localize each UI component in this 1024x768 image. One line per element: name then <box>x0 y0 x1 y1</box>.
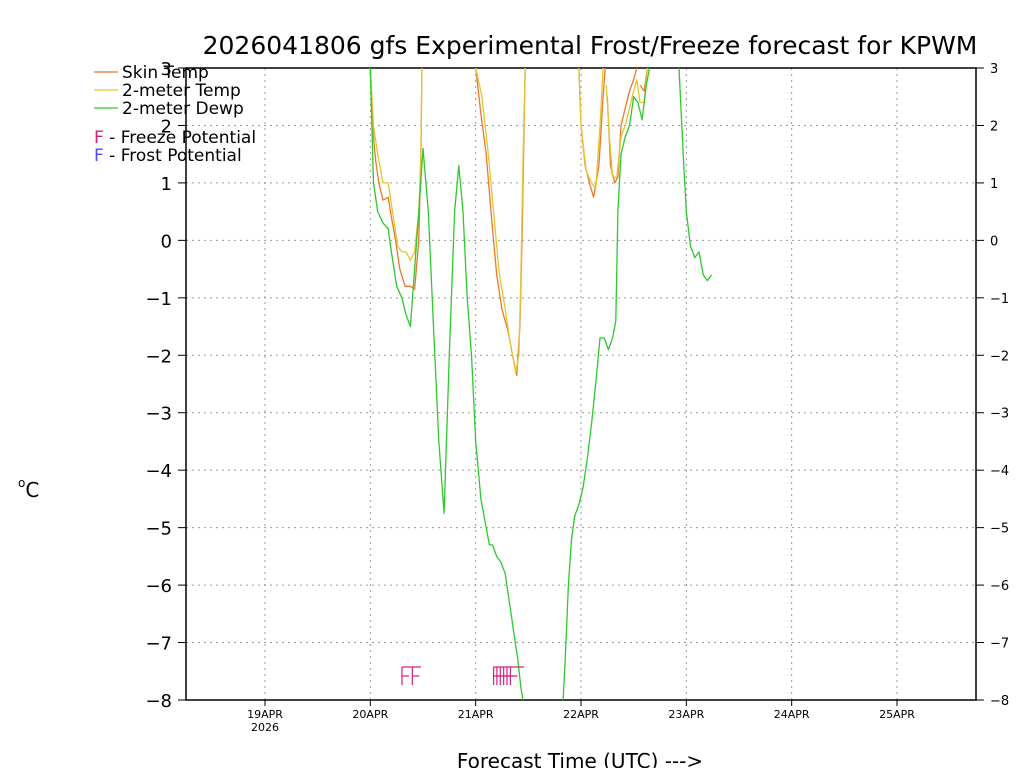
chart-title: 2026041806 gfs Experimental Frost/Freeze… <box>203 31 978 60</box>
y-tick-label: 0 <box>161 231 172 252</box>
y-tick-label: −8 <box>145 691 172 712</box>
flag-legend-label: - Freeze Potential <box>104 128 256 148</box>
y-tick-label-right: −7 <box>990 637 1009 652</box>
series-2-meter-temp <box>369 67 649 374</box>
flag-legend-symbol: F <box>94 128 104 148</box>
series-line-2-meter-temp <box>578 67 604 190</box>
x-tick-label: 23APR <box>668 708 704 721</box>
y-tick-label-right: −8 <box>990 694 1009 709</box>
flag-legend-entry: F - Frost Potential <box>94 146 242 166</box>
freeze-flag-group <box>401 666 421 686</box>
series-line-skin-temp <box>578 67 606 198</box>
freeze-flag-group <box>492 666 525 686</box>
series-line-2-meter-dewp <box>562 67 651 701</box>
series-line-2-meter-temp <box>605 67 649 178</box>
legend-label: Skin Temp <box>122 63 209 83</box>
y-axis: −8 −8 −7 −7 −6 −6 −5 −5 −4 −4 −3 −3 −2 −2 −1 −1 0 0 1 1 2 2 3 3 <box>145 59 1009 712</box>
series-line-skin-temp <box>475 67 526 377</box>
series-line-2-meter-temp <box>475 67 526 374</box>
y-tick-label: −1 <box>145 289 172 310</box>
x-tick-label: 25APR <box>879 708 915 721</box>
series-line-2-meter-dewp <box>369 67 524 701</box>
flag-legend-symbol: F <box>94 146 104 166</box>
y-tick-label-right: −5 <box>990 522 1009 537</box>
plot-frame <box>185 67 977 701</box>
y-axis-label: oC <box>18 476 39 502</box>
y-tick-label-right: 2 <box>990 119 998 134</box>
y-tick-label-right: −4 <box>990 464 1009 479</box>
y-axis-label-unit: C <box>25 478 39 502</box>
x-tick-label: 19APR <box>247 708 283 721</box>
x-tick-label: 24APR <box>774 708 810 721</box>
y-axis-label-degree: o <box>18 476 25 490</box>
flag-legend-entry: F - Freeze Potential <box>94 128 256 148</box>
series-line-skin-temp <box>369 67 423 290</box>
y-tick-label-right: 3 <box>990 62 998 77</box>
series-2-meter-dewp <box>369 67 713 701</box>
flag-legend-label: - Frost Potential <box>104 146 242 166</box>
y-tick-label-right: −2 <box>990 349 1009 364</box>
x-tick-label: 20APR <box>352 708 388 721</box>
legend-label: 2-meter Temp <box>122 81 241 101</box>
y-tick-label: −3 <box>145 404 172 425</box>
y-tick-label-right: −3 <box>990 407 1009 422</box>
y-tick-label: −7 <box>145 634 172 655</box>
y-tick-label: −5 <box>145 519 172 540</box>
y-tick-label: 1 <box>161 174 172 195</box>
y-tick-label-right: −6 <box>990 579 1009 594</box>
series-line-2-meter-temp <box>369 67 423 262</box>
grid <box>186 68 976 700</box>
y-tick-label-right: 0 <box>990 234 998 249</box>
legend-label: 2-meter Dewp <box>122 99 244 119</box>
y-tick-label: 2 <box>161 116 172 137</box>
series-line-2-meter-dewp <box>678 67 713 282</box>
y-tick-label: −6 <box>145 576 172 597</box>
x-axis-label: Forecast Time (UTC) ---> <box>457 749 703 768</box>
y-tick-label: 3 <box>161 59 172 80</box>
freeze-flags <box>401 666 525 686</box>
y-tick-label-right: −1 <box>990 292 1009 307</box>
x-tick-sublabel: 2026 <box>251 721 279 734</box>
series-lines <box>369 67 713 701</box>
x-tick-label: 22APR <box>563 708 599 721</box>
y-tick-label: −2 <box>145 346 172 367</box>
y-tick-label-right: 1 <box>990 177 998 192</box>
x-tick-label: 21APR <box>458 708 494 721</box>
y-tick-label: −4 <box>145 461 172 482</box>
